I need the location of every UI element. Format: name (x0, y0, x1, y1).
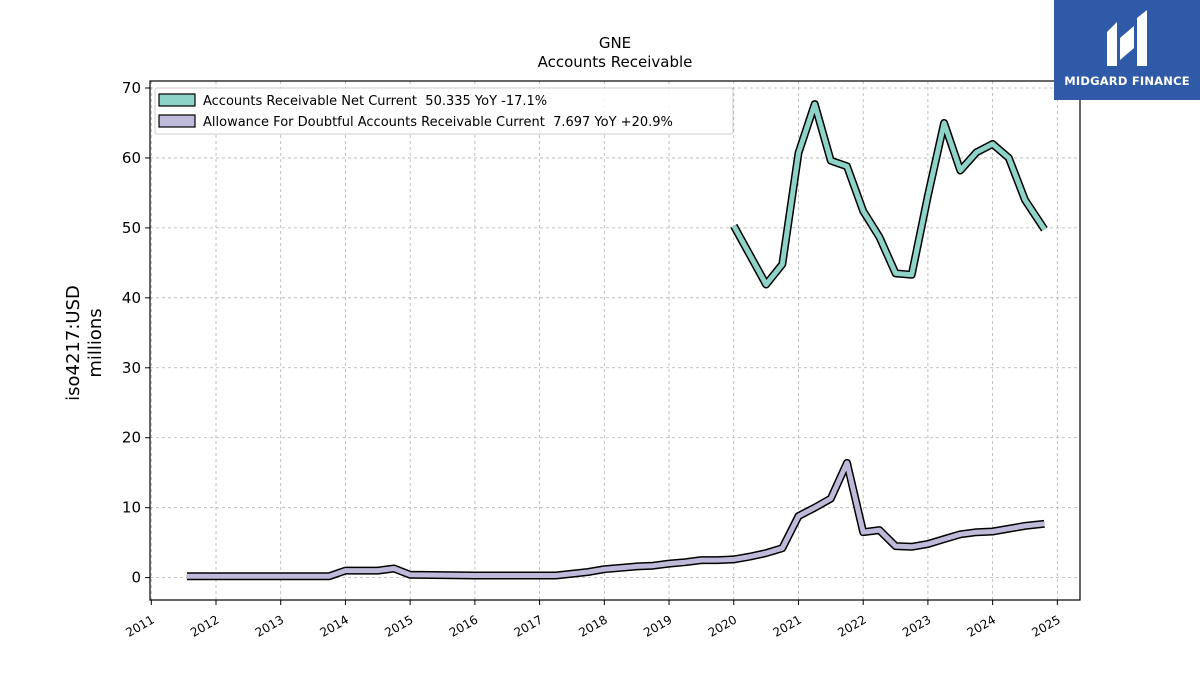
y-tick-label: 30 (122, 359, 141, 377)
y-tick-label: 50 (122, 219, 141, 237)
brand-logo: MIDGARD FINANCE (1054, 0, 1200, 100)
chart-subtitle: Accounts Receivable (538, 53, 693, 71)
series-lines (186, 100, 1048, 581)
x-tick-label: 2022 (835, 612, 868, 639)
series-line (731, 101, 1047, 287)
x-tick-label: 2012 (188, 612, 221, 639)
series-line (186, 460, 1045, 579)
x-tick-label: 2017 (512, 612, 545, 639)
x-tick-label: 2019 (641, 612, 674, 639)
y-tick-label: 70 (122, 79, 141, 97)
y-axis-label-line2: millions (85, 308, 106, 377)
y-tick-label: 60 (122, 149, 141, 167)
x-tick-label: 2021 (771, 612, 804, 639)
plot-frame (149, 80, 1081, 601)
y-axis-label-line1: iso4217:USD (63, 285, 84, 401)
x-tick-label: 2015 (382, 612, 415, 639)
y-axis-ticks: 0 10 20 30 40 50 60 70 (122, 79, 150, 587)
x-tick-label: 2018 (576, 612, 609, 639)
legend-swatch-allowance (158, 114, 196, 128)
y-axis-label: iso4217:USD millions (63, 285, 106, 401)
legend-label-allowance: Allowance For Doubtful Accounts Receivab… (203, 115, 673, 130)
x-tick-label: 2024 (965, 612, 998, 639)
x-tick-label: 2025 (1029, 612, 1062, 639)
brand-name: MIDGARD FINANCE (1064, 74, 1190, 88)
x-tick-label: 2016 (447, 612, 480, 639)
x-tick-label: 2011 (123, 612, 156, 639)
y-tick-label: 0 (131, 569, 141, 587)
legend-box (154, 87, 734, 135)
x-tick-label: 2014 (317, 612, 350, 639)
series-line-outline (186, 458, 1045, 581)
y-tick-label: 40 (122, 289, 141, 307)
series-allowance (186, 458, 1045, 581)
x-tick-label: 2023 (900, 612, 933, 639)
x-tick-label: 2013 (253, 612, 286, 639)
y-tick-label: 10 (122, 499, 141, 517)
midgard-logo-icon (1107, 10, 1147, 66)
chart-title: GNE (599, 34, 631, 52)
legend-swatch-accounts-receivable (158, 93, 196, 107)
series-accounts-receivable (730, 100, 1048, 289)
grid (150, 81, 1080, 600)
x-axis-ticks: 2011 2012 2013 2014 2015 2016 2017 2018 2019 2020… (123, 600, 1063, 640)
legend: Accounts Receivable Net Current 50.335 Y… (154, 87, 734, 135)
x-tick-label: 2020 (706, 612, 739, 639)
legend-label-accounts-receivable: Accounts Receivable Net Current 50.335 Y… (203, 94, 547, 109)
y-tick-label: 20 (122, 429, 141, 447)
